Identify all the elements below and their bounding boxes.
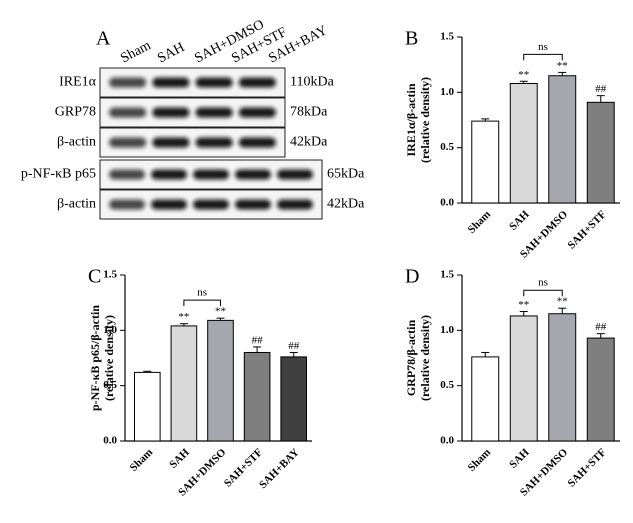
blot-band — [193, 169, 229, 180]
blot-band — [109, 199, 145, 210]
bracket — [183, 299, 221, 307]
bar — [471, 356, 500, 442]
blot-band — [195, 107, 233, 118]
y-tick-label: 1.0 — [440, 86, 454, 98]
blot-band — [152, 77, 190, 88]
bar — [207, 319, 234, 442]
panel-label: C — [88, 266, 101, 288]
bracket — [523, 53, 563, 61]
blot-band — [235, 169, 271, 180]
lane-label: Sham — [118, 38, 153, 66]
bar — [509, 315, 538, 442]
size-label: 78kDa — [290, 105, 328, 120]
row-label: IRE1α — [59, 75, 97, 90]
blot-band — [109, 77, 147, 88]
size-label: 110kDa — [290, 75, 335, 90]
y-axis-label: (relative density) — [418, 315, 432, 401]
bar — [170, 325, 198, 442]
bar — [280, 356, 308, 442]
row-label: p-NF-κB p65 — [21, 167, 96, 182]
x-tick-label: SAH+STF — [565, 208, 608, 251]
y-tick-label: 1.0 — [440, 324, 454, 336]
panel-label: A — [96, 28, 111, 50]
blot-band — [238, 137, 276, 148]
significance: ** — [215, 306, 226, 318]
blot-band — [235, 199, 271, 210]
significance: ## — [595, 83, 607, 95]
blot-band — [109, 169, 145, 180]
blot-band — [195, 77, 233, 88]
significance: ## — [252, 334, 264, 346]
y-axis-label: (relative density) — [102, 315, 116, 401]
blot-band — [151, 199, 187, 210]
bar — [586, 101, 615, 204]
x-tick-label: Sham — [128, 446, 156, 474]
y-tick-label: 0.5 — [440, 141, 454, 153]
x-tick-label: SAH — [507, 208, 532, 233]
y-axis-label: GRP78/β-actin — [404, 320, 418, 397]
panel-label: B — [405, 28, 418, 50]
blot-band — [238, 77, 276, 88]
size-label: 42kDa — [290, 135, 328, 150]
significance: ## — [288, 340, 300, 352]
y-tick-label: 0.0 — [440, 435, 454, 447]
blot-band — [277, 169, 313, 180]
blot-band — [152, 107, 190, 118]
blot-band — [152, 137, 190, 148]
x-tick-label: SAH — [167, 446, 192, 471]
size-label: 42kDa — [327, 197, 365, 212]
row-label: β-actin — [57, 135, 96, 150]
blot-band — [277, 199, 313, 210]
y-tick-label: 1.5 — [103, 269, 117, 281]
blot-band — [195, 137, 233, 148]
y-tick-label: 0.5 — [103, 379, 117, 391]
x-tick-label: SAH — [507, 446, 532, 471]
significance: ** — [557, 60, 568, 72]
y-tick-label: 1.5 — [440, 31, 454, 43]
significance: ## — [595, 321, 607, 333]
bar — [586, 337, 615, 442]
comparison-label: ns — [538, 41, 548, 53]
x-tick-label: SAH+BAY — [257, 446, 302, 491]
y-tick-label: 1.0 — [103, 324, 117, 336]
bracket — [523, 289, 563, 297]
x-tick-label: SAH+STF — [565, 446, 608, 489]
blot-band — [109, 107, 147, 118]
blot-band — [151, 169, 187, 180]
x-tick-label: Sham — [466, 208, 494, 236]
comparison-label: ns — [197, 287, 207, 299]
significance: ** — [178, 311, 189, 323]
blot-band — [193, 199, 229, 210]
blot-band — [109, 137, 147, 148]
y-tick-label: 0.0 — [440, 197, 454, 209]
bar — [471, 120, 500, 204]
size-label: 65kDa — [327, 167, 365, 182]
y-axis-label: p-NF-κB p65/β-actin — [88, 305, 102, 411]
bar — [548, 75, 577, 204]
panel-label: D — [405, 266, 419, 288]
bar — [243, 351, 271, 442]
y-tick-label: 0.5 — [440, 379, 454, 391]
y-tick-label: 1.5 — [440, 269, 454, 281]
lane-label: SAH — [155, 40, 187, 66]
significance: ** — [557, 296, 568, 308]
x-tick-label: Sham — [466, 446, 494, 474]
comparison-label: ns — [538, 277, 548, 289]
bar — [133, 371, 161, 442]
row-label: GRP78 — [55, 105, 96, 120]
y-axis-label: (relative density) — [418, 77, 432, 163]
row-label: β-actin — [57, 197, 96, 212]
y-axis-label: IRE1α/β-actin — [404, 83, 418, 156]
y-tick-label: 0.0 — [103, 435, 117, 447]
bar — [548, 313, 577, 442]
blot-band — [238, 107, 276, 118]
significance: ** — [518, 69, 529, 81]
bar — [509, 82, 538, 204]
significance: ** — [518, 299, 529, 311]
